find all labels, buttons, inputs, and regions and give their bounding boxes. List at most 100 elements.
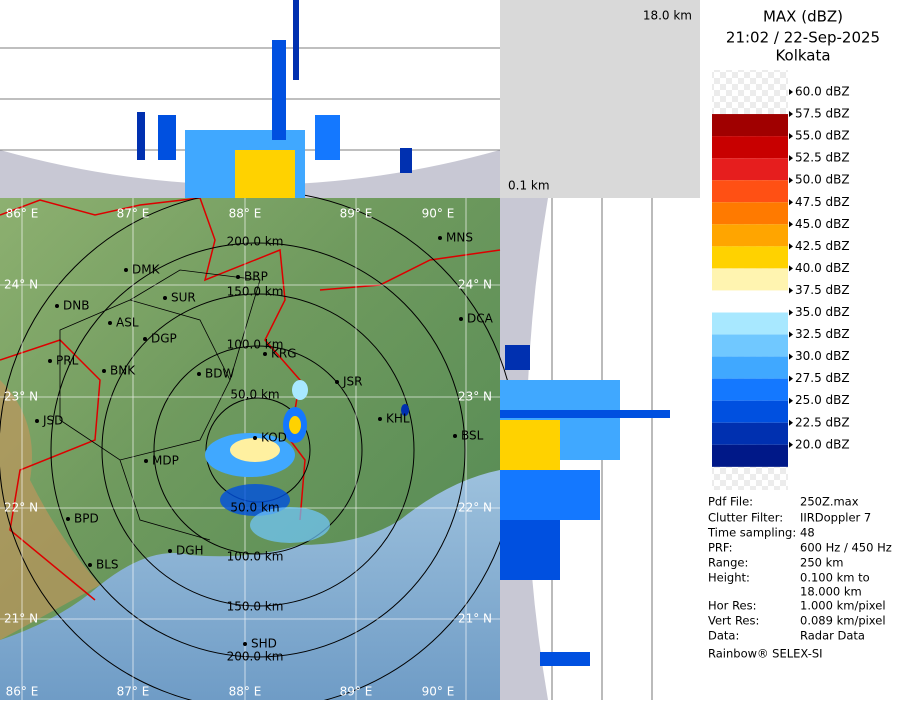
legend-tick [789,199,793,206]
legend-swatch [712,246,788,269]
legend-tick [789,221,793,228]
side-cross-section [500,345,670,666]
city-label: DGH [176,544,204,558]
legend-tick [789,309,793,316]
sea [0,470,500,700]
latitude-label: 23° N [4,390,38,404]
city-marker [163,296,167,300]
legend-label: 35.0 dBZ [795,305,850,319]
latitude-label: 22° N [4,501,38,515]
info-value: 48 [800,526,815,540]
info-key: Time sampling: [707,526,796,540]
legend-label: 42.5 dBZ [795,239,850,253]
longitude-label: 89° E [340,685,373,699]
city-label: BRP [244,270,268,284]
city-marker [144,459,148,463]
highland [0,380,100,640]
longitude-label: 90° E [422,685,455,699]
info-key: Vert Res: [708,614,759,628]
legend-swatch [712,136,788,159]
city-marker [102,369,106,373]
latitude-label: 21° N [4,612,38,626]
city-marker [263,352,267,356]
labels: 86° E 86° E 87° E 87° E 88° E 88° E 89° E 89° E… [4,207,494,699]
city-label: DNB [63,299,89,313]
info-key: Clutter Filter: [708,511,783,525]
latitude-label: 21° N [458,612,492,626]
legend-tick [789,111,793,118]
legend-swatch [712,356,788,379]
city-marker [453,434,457,438]
city-marker [48,359,52,363]
info-key: Range: [708,556,748,570]
legend-tick [789,419,793,426]
city-label: SUR [171,291,196,305]
longitude-label: 86° E [6,685,39,699]
longitude-label: 86° E [6,207,39,221]
legend-label: 25.0 dBZ [795,393,850,407]
footer: Rainbow® SELEX-SI [708,647,823,661]
info-value: 600 Hz / 450 Hz [800,541,892,555]
city-marker [197,372,201,376]
legend-swatch [712,290,788,313]
longitude-label: 89° E [340,207,373,221]
city-marker [253,436,257,440]
city-label: MDP [152,454,179,468]
info-key: Hor Res: [708,599,756,613]
info-value: 0.100 km to [800,571,870,585]
legend-tick [789,353,793,360]
latitude-label: 24° N [458,278,492,292]
city-marker [108,321,112,325]
legend-label: 60.0 dBZ [795,85,850,99]
city-marker [378,417,382,421]
latitude-label: 23° N [458,390,492,404]
city-label: BLS [96,558,119,572]
longitude-label: 88° E [229,207,262,221]
city-label: JSD [42,414,63,428]
city-label: DMK [132,263,161,277]
range-ring [153,345,363,555]
legend-swatch [712,334,788,357]
range-label: 200.0 km [227,235,284,249]
echoes [205,380,409,543]
city-marker [66,517,70,521]
legend-swatch [712,378,788,401]
info-value: 250 km [800,556,843,570]
legend-tick [789,89,793,95]
top-cross-section [137,0,412,198]
legend-tick [789,375,793,382]
legend-label: 55.0 dBZ [795,129,850,143]
city-marker [236,275,240,279]
top-height-label: 18.0 km [643,9,692,23]
legend-tick [789,243,793,250]
legend-swatch [712,268,788,291]
bottom-height-label: 0.1 km [508,179,550,193]
range-label: 200.0 km [227,650,284,664]
station: Kolkata [775,47,830,65]
city-label: BNK [110,364,136,378]
info-value: 18.000 km [800,585,862,599]
city-label: JSR [342,375,363,389]
info-value: 1.000 km/pixel [800,599,886,613]
legend-tick [789,177,793,184]
legend-swatch [712,224,788,247]
city-label: KOD [261,431,287,445]
city-marker [55,304,59,308]
range-ring [50,242,466,658]
info-value: IIRDoppler 7 [800,511,871,525]
info-value: Radar Data [800,629,865,643]
legend-tick [789,287,793,294]
legend-label: 47.5 dBZ [795,195,850,209]
range-label: 50.0 km [230,388,279,402]
legend-swatch [712,158,788,181]
city-marker [459,317,463,321]
longitude-label: 90° E [422,207,455,221]
city-label: PRL [56,354,79,368]
city-marker [438,236,442,240]
info-value: 0.089 km/pixel [800,614,886,628]
longitude-label: 88° E [229,685,262,699]
info-value: 250Z.max [800,495,859,509]
title: MAX (dBZ) [763,8,843,26]
